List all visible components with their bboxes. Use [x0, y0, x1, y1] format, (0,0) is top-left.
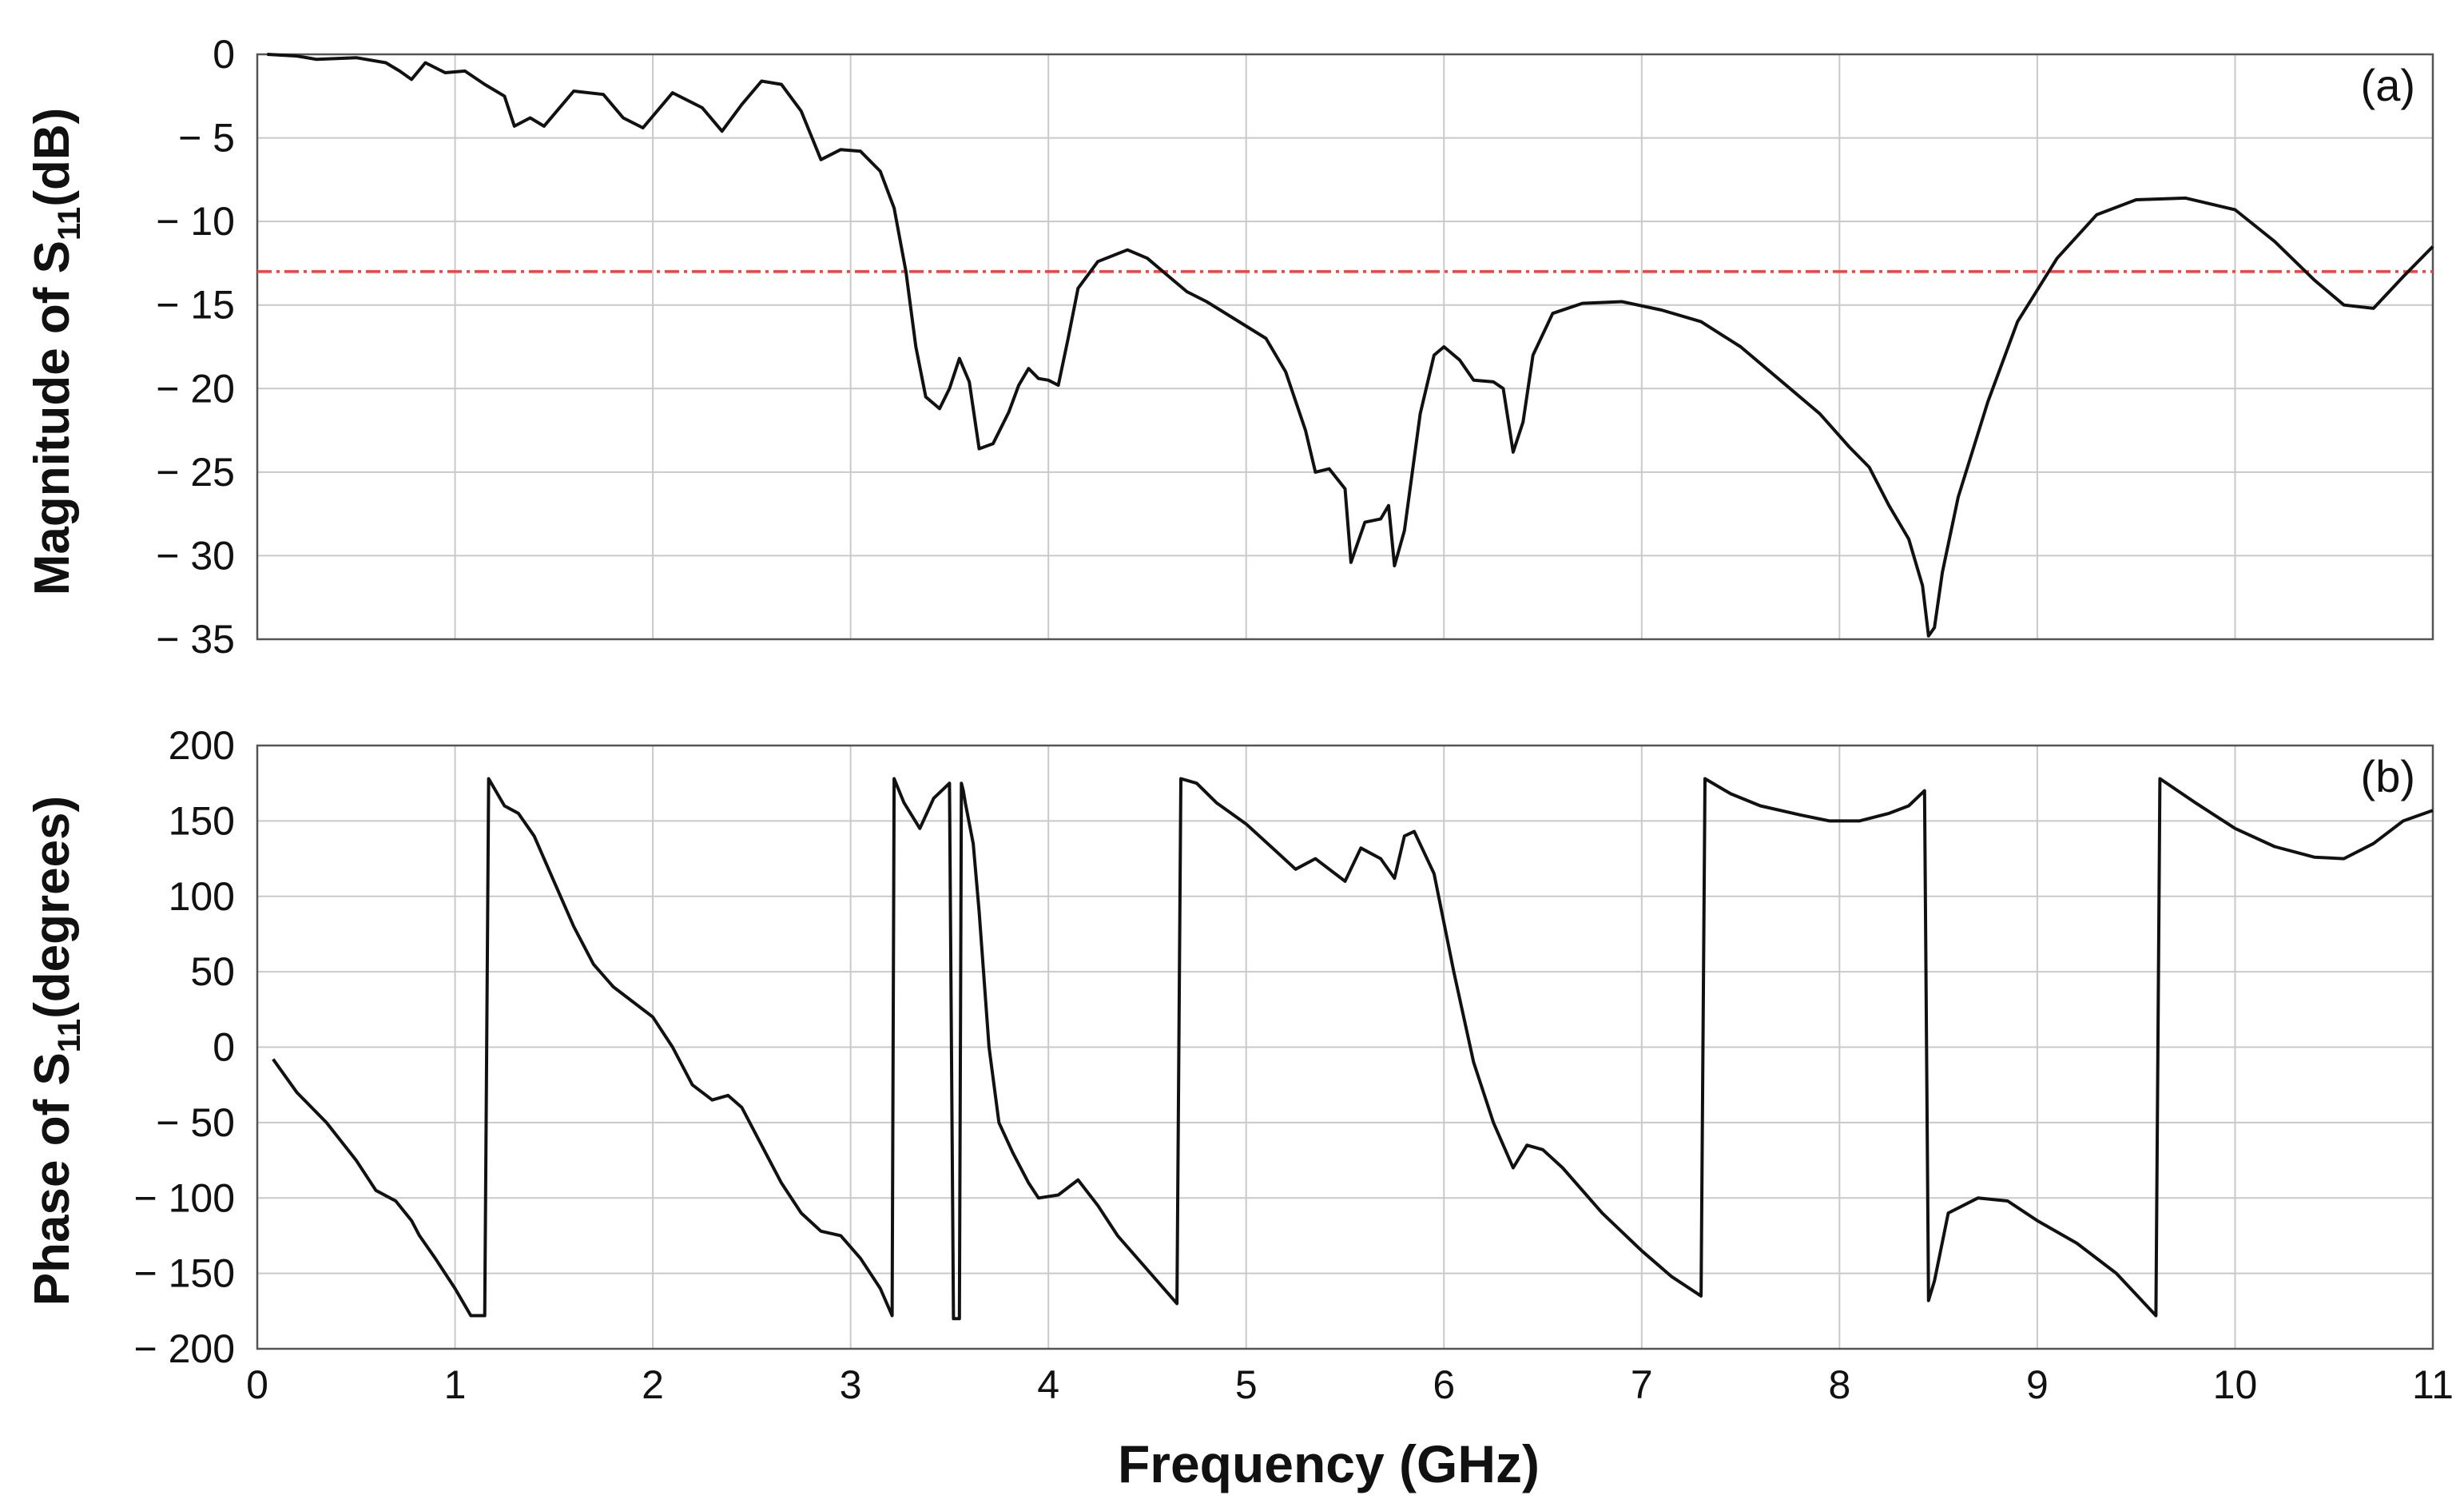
magnitude-series-line	[267, 53, 2434, 638]
phase-y-label-unit: (degrees)	[25, 796, 80, 1019]
y-tick-label: − 10	[156, 199, 235, 244]
y-tick-label: 200	[169, 723, 235, 768]
y-tick-label: − 15	[156, 283, 235, 328]
y-tick-label: − 20	[156, 366, 235, 411]
x-tick-label: 0	[246, 1362, 268, 1407]
y-tick-label: − 200	[133, 1326, 235, 1371]
phase-panel: 200 150 100 50 0 − 50 − 100 − 150 − 200 0 1 2 3 4 5 6 7…	[25, 723, 2454, 1493]
phase-y-label-subscript: 11	[52, 1019, 87, 1052]
y-tick-label: − 25	[156, 450, 235, 495]
phase-plot-frame	[256, 744, 2434, 1350]
phase-grid	[256, 745, 2434, 1350]
magnitude-y-label-unit: (dB)	[25, 108, 80, 207]
y-tick-label: − 30	[156, 533, 235, 578]
magnitude-plot-frame	[256, 53, 2434, 641]
x-tick-labels: 0 1 2 3 4 5 6 7 8 9 10 11	[246, 1362, 2454, 1407]
y-tick-label: 0	[213, 1025, 235, 1070]
y-tick-label: 100	[169, 874, 235, 919]
y-tick-label: − 5	[178, 116, 235, 161]
y-tick-label: − 50	[156, 1100, 235, 1145]
x-tick-label: 2	[642, 1362, 664, 1407]
magnitude-y-tick-labels: 0 − 5 − 10 − 15 − 20 − 25 − 30 − 35	[156, 32, 235, 662]
panel-label-a: (a)	[2361, 60, 2415, 110]
x-tick-label: 6	[1433, 1362, 1455, 1407]
x-tick-label: 11	[2412, 1362, 2454, 1407]
x-tick-label: 1	[444, 1362, 467, 1407]
x-axis-label: Frequency (GHz)	[1118, 1434, 1540, 1493]
phase-y-label-main: Phase of S	[25, 1052, 80, 1306]
x-tick-label: 4	[1037, 1362, 1059, 1407]
x-tick-label: 7	[1631, 1362, 1653, 1407]
phase-y-axis-label: Phase of S11(degrees)	[25, 796, 87, 1306]
phase-series-line	[272, 777, 2434, 1321]
magnitude-y-label-main: Magnitude of S	[25, 241, 80, 595]
magnitude-y-label-subscript: 11	[52, 207, 87, 241]
magnitude-grid	[256, 54, 2434, 640]
magnitude-panel: 0 − 5 − 10 − 15 − 20 − 25 − 30 − 35 (a) Magnitu…	[25, 32, 2434, 662]
y-tick-label: 0	[213, 32, 235, 77]
x-tick-label: 8	[1828, 1362, 1850, 1407]
x-tick-label: 10	[2213, 1362, 2258, 1407]
y-tick-label: − 100	[133, 1175, 235, 1220]
y-tick-label: − 35	[156, 617, 235, 662]
phase-y-tick-labels: 200 150 100 50 0 − 50 − 100 − 150 − 200	[133, 723, 235, 1371]
y-tick-label: 50	[190, 949, 235, 994]
y-tick-label: 150	[169, 798, 235, 843]
x-tick-label: 3	[840, 1362, 862, 1407]
panel-label-b: (b)	[2361, 751, 2415, 801]
x-tick-label: 9	[2026, 1362, 2049, 1407]
y-tick-label: − 150	[133, 1251, 235, 1296]
x-tick-label: 5	[1235, 1362, 1258, 1407]
magnitude-y-axis-label: Magnitude of S11(dB)	[25, 108, 87, 596]
